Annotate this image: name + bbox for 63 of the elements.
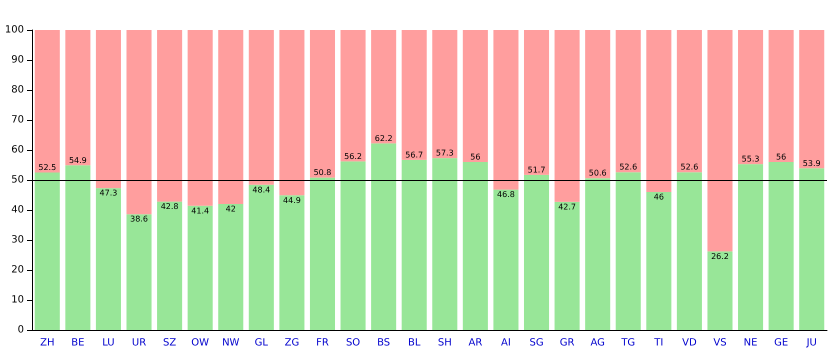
- x-tick-label: GL: [254, 338, 268, 348]
- x-tick-label: JU: [806, 338, 817, 348]
- x-tick-label: VS: [713, 338, 727, 348]
- y-tick-label: 80: [11, 84, 24, 96]
- data-label: 38.6: [130, 214, 148, 224]
- data-label: 44.9: [283, 196, 301, 205]
- x-tick-label: GR: [560, 338, 574, 348]
- y-tick-label: 70: [11, 114, 24, 126]
- data-label: 57.3: [436, 148, 454, 158]
- data-label: 56: [470, 152, 480, 162]
- x-tick-label: TI: [653, 338, 664, 348]
- data-label: 56.7: [405, 150, 424, 160]
- x-tick-label: BS: [377, 338, 390, 348]
- x-tick-label: AG: [590, 338, 605, 348]
- y-tick-label: 90: [11, 54, 24, 66]
- y-tick-label: 60: [11, 144, 24, 156]
- x-tick-label: BL: [408, 338, 421, 348]
- y-tick-label: 0: [18, 324, 24, 336]
- data-label: 26.2: [711, 252, 729, 261]
- data-label: 53.9: [802, 158, 821, 168]
- data-label: 55.3: [742, 154, 760, 164]
- data-label: 50.8: [314, 168, 332, 178]
- data-label: 42.8: [160, 202, 178, 212]
- x-tick-label: ZH: [40, 338, 54, 348]
- data-label: 52.6: [619, 162, 638, 172]
- data-label: 42: [226, 204, 236, 214]
- x-tick-label: SZ: [162, 338, 176, 348]
- data-label: 52.5: [38, 163, 56, 172]
- data-label: 52.6: [680, 162, 698, 172]
- x-tick-label: LU: [102, 338, 115, 348]
- data-label: 56: [776, 152, 786, 162]
- x-tick-label: AI: [501, 338, 511, 348]
- y-tick-label: 10: [11, 294, 24, 306]
- data-label: 54.9: [68, 156, 87, 165]
- data-label: 41.4: [191, 206, 210, 216]
- data-label: 46: [654, 192, 664, 202]
- x-tick-label: SH: [438, 338, 452, 348]
- x-tick-label: VD: [682, 338, 697, 348]
- data-label: 42.7: [558, 202, 576, 212]
- data-label: 51.7: [528, 165, 546, 174]
- data-label: 46.8: [497, 190, 515, 200]
- data-label: 47.3: [100, 188, 118, 198]
- x-tick-label: NE: [744, 338, 758, 348]
- y-tick-label: 40: [11, 204, 24, 216]
- x-tick-label: TG: [620, 338, 636, 348]
- y-tick-label: 20: [11, 264, 24, 276]
- x-tick-label: SG: [529, 338, 544, 348]
- data-label: 48.4: [252, 185, 270, 194]
- data-label: 50.6: [588, 168, 607, 178]
- x-tick-label: SO: [346, 338, 360, 348]
- x-tick-label: BE: [71, 338, 84, 348]
- y-tick-label: 100: [4, 24, 24, 36]
- x-tick-label: NW: [222, 338, 240, 348]
- x-tick-label: OW: [191, 338, 210, 348]
- data-label: 62.2: [374, 134, 393, 143]
- x-tick-label: ZG: [284, 338, 300, 348]
- x-tick-label: FR: [316, 338, 329, 348]
- x-tick-label: UR: [132, 338, 146, 348]
- data-label: 56.2: [344, 152, 362, 161]
- y-tick-label: 50: [11, 174, 24, 186]
- y-tick-label: 30: [11, 234, 24, 246]
- x-tick-label: AR: [468, 338, 482, 348]
- x-tick-label: GE: [774, 338, 788, 348]
